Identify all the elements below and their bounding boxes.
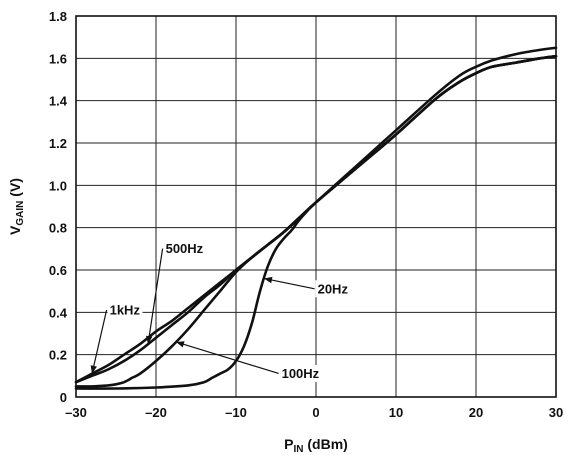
y-tick-label: 1.2	[49, 136, 67, 151]
y-tick-label: 0.4	[49, 305, 68, 320]
annotation-leader-1khz	[91, 309, 108, 374]
y-tick-label: 1.0	[49, 178, 67, 193]
series-line-20hz	[74, 54, 558, 390]
x-tick-label: 0	[312, 405, 319, 420]
y-tick-label: 1.8	[49, 9, 67, 24]
plot-frame	[75, 15, 557, 398]
annotation-arrowhead-20hz	[264, 276, 273, 284]
annotation-label-1khz: 1kHz	[110, 302, 141, 317]
series	[74, 46, 558, 390]
grid	[76, 16, 556, 397]
x-axis-label-subscript: IN	[294, 444, 304, 455]
annotation-label-20hz: 20Hz	[318, 281, 349, 296]
annotation-leader-100hz	[175, 341, 279, 375]
annotation-label-bg	[279, 364, 322, 382]
y-axis-label: VGAIN (V)	[7, 178, 26, 235]
annotation-arrowhead-1khz	[90, 365, 97, 374]
x-tick-label: 30	[549, 405, 563, 420]
y-axis-label-subscript: GAIN	[15, 201, 26, 226]
annotations: 500Hz 1kHz 20Hz 100Hz	[90, 240, 351, 382]
annotation-label-100hz: 100Hz	[282, 366, 320, 381]
y-axis-label-main: V	[7, 225, 23, 235]
y-tick-label: 0.8	[49, 221, 67, 236]
x-axis-label-unit: (dBm)	[304, 436, 348, 452]
x-tick-label: –20	[145, 405, 167, 420]
y-tick-label: 0	[60, 390, 67, 405]
annotation-arrowhead-100hz	[176, 341, 185, 348]
x-tick-labels: –30 –20 –10 0 10 20 30	[65, 405, 563, 420]
y-tick-label: 0.6	[49, 263, 67, 278]
annotation-leader-500hz	[147, 248, 164, 345]
annotation-label-500hz: 500Hz	[166, 241, 204, 256]
x-tick-label: 20	[469, 405, 483, 420]
y-tick-label: 1.6	[49, 51, 67, 66]
annotation-leader-20hz	[263, 277, 315, 290]
x-tick-label: 10	[389, 405, 403, 420]
x-tick-label: –30	[65, 405, 87, 420]
x-axis-label-main: P	[284, 436, 293, 452]
y-tick-label: 0.2	[49, 348, 67, 363]
annotation-label-bg	[163, 240, 206, 258]
y-tick-label: 1.4	[49, 94, 68, 109]
annotation-label-bg	[107, 301, 143, 319]
annotation-label-bg	[315, 280, 351, 298]
x-tick-label: –10	[225, 405, 247, 420]
y-axis-label-unit: (V)	[7, 178, 23, 201]
y-tick-labels: 0 0.2 0.4 0.6 0.8 1.0 1.2 1.4 1.6 1.8	[49, 9, 68, 405]
annotation-arrowhead-500hz	[146, 335, 153, 345]
x-axis-label: PIN (dBm)	[284, 436, 348, 455]
